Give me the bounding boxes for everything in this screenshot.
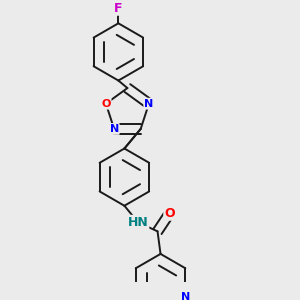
Text: O: O <box>164 207 175 220</box>
Text: N: N <box>144 99 154 109</box>
Text: N: N <box>181 292 190 300</box>
Text: O: O <box>101 99 111 109</box>
Text: N: N <box>110 124 119 134</box>
Text: HN: HN <box>128 216 148 229</box>
Text: F: F <box>114 2 123 15</box>
